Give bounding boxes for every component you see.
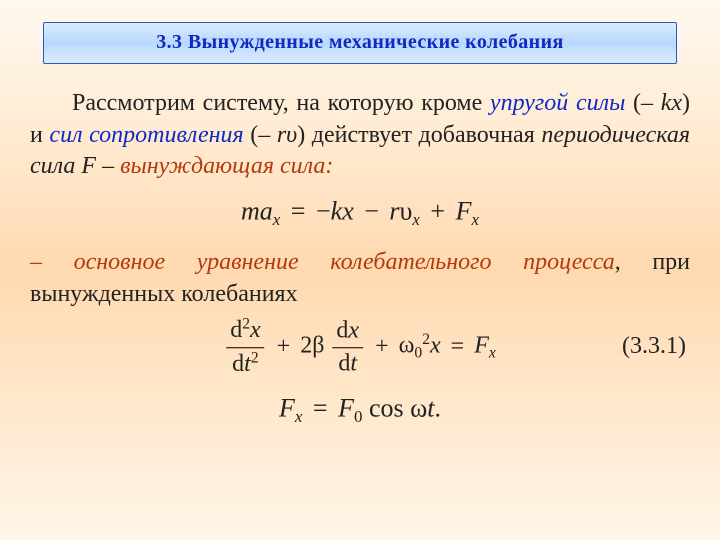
d: d [338, 350, 350, 376]
sym-F2: F [474, 333, 489, 359]
paragraph-1: Рассмотрим систему, на которую кроме упр… [30, 88, 690, 183]
op-plus2: + [371, 333, 393, 359]
sub-x4: x [489, 345, 496, 362]
sym-beta: β [312, 333, 324, 359]
fn-cos: cos [369, 394, 410, 423]
sym-upsilon: υ [400, 197, 413, 226]
frac-d2x-dt2: d2x dt2 [226, 315, 264, 381]
text: ) действует добавочная [297, 122, 541, 148]
sym-t: t [244, 350, 251, 376]
expr-rv: rυ [277, 122, 297, 148]
expr-kx: kx [661, 90, 682, 116]
op-eq: = [287, 197, 316, 226]
term-forcing: вынуждающая сила [120, 153, 325, 179]
sup-2: 2 [242, 316, 250, 333]
d: d [230, 317, 242, 343]
text: (– [625, 90, 660, 116]
equation-2-row: d2x dt2 + 2β dx dt + ω02x = Fx (3.3.1) [30, 316, 690, 378]
paragraph-2: – основное уравнение колебательного проц… [30, 247, 690, 310]
equation-newton: max = −kx − rυx + Fx [241, 195, 479, 232]
sub-0: 0 [414, 345, 422, 362]
section-header: 3.3 Вынужденные механические колебания [43, 22, 677, 64]
text: – [96, 153, 120, 179]
sub-x5: x [295, 407, 303, 426]
text: Рассмотрим систему, на которую кроме [72, 90, 490, 116]
equation-1-row: max = −kx − rυx + Fx [30, 189, 690, 237]
term-main-equation: основное уравнение колебательного процес… [74, 249, 615, 275]
dash: – [30, 249, 74, 275]
frac-dx-dt: dx dt [332, 315, 363, 379]
d: d [336, 317, 348, 343]
sym-F3: F [279, 394, 295, 423]
equation-force: Fx = F0 cos ωt. [279, 392, 441, 429]
period: . [434, 394, 441, 423]
sym-x2: x [348, 317, 359, 343]
d: d [232, 350, 244, 376]
op-minus: − [316, 197, 331, 226]
equation-3-row: Fx = F0 cos ωt. [30, 386, 690, 434]
sym-F: F [456, 197, 472, 226]
sub-0b: 0 [354, 407, 362, 426]
op-plus: + [426, 197, 455, 226]
colon: : [325, 153, 333, 179]
sym-x3: x [430, 333, 441, 359]
sub-x2: x [412, 210, 420, 229]
sup-2b: 2 [251, 349, 259, 366]
sub-x3: x [471, 210, 479, 229]
sym-ma: ma [241, 197, 273, 226]
sub-x: x [273, 210, 281, 229]
sym-omega2: ω [410, 394, 427, 423]
sym-r: r [389, 197, 399, 226]
sym-x: x [250, 317, 261, 343]
equation-number: (3.3.1) [622, 332, 686, 364]
section-title: 3.3 Вынужденные механические колебания [156, 31, 564, 53]
sym-t2: t [350, 350, 357, 376]
term-resistance-force: сил сопротивления [49, 122, 243, 148]
op-plus1: + [273, 333, 295, 359]
term-elastic-force: упругой силы [490, 90, 625, 116]
slide-body: Рассмотрим систему, на которую кроме упр… [0, 88, 720, 434]
sym-F0: F [338, 394, 354, 423]
sym-kx: kx [331, 197, 354, 226]
sym-omega: ω [399, 333, 415, 359]
text: (– [244, 122, 277, 148]
op-eq3: = [309, 394, 338, 423]
op-eq2: = [447, 333, 469, 359]
op-minus2: − [360, 197, 389, 226]
coef-2: 2 [300, 333, 312, 359]
equation-ode: d2x dt2 + 2β dx dt + ω02x = Fx [224, 315, 496, 381]
sup-2c: 2 [422, 331, 430, 348]
